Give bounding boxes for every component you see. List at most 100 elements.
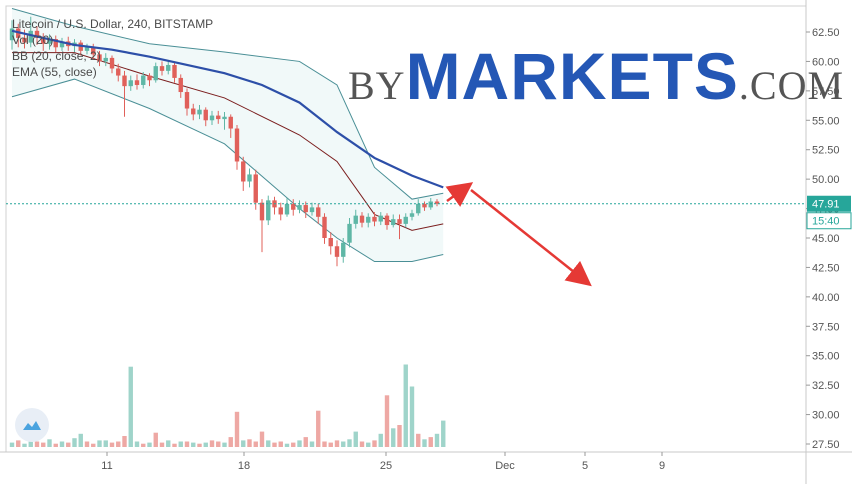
candle-body	[359, 215, 365, 223]
candle-body	[209, 115, 215, 121]
candle-body	[353, 215, 358, 224]
x-tick-label: 18	[238, 460, 250, 472]
volume-bar	[128, 366, 133, 447]
volume-bar	[91, 443, 96, 447]
y-tick-label: 52.50	[812, 145, 840, 157]
y-tick-label: 32.50	[812, 380, 840, 392]
volume-bar	[9, 442, 15, 447]
volume-bar	[403, 364, 408, 447]
volume-bar	[253, 441, 258, 447]
volume-bar	[147, 442, 152, 447]
candle-body	[347, 223, 352, 243]
candle-body	[366, 216, 371, 223]
volume-bar	[309, 441, 315, 447]
candle-body	[309, 207, 315, 213]
candle-body	[341, 242, 346, 257]
y-tick-label: 45.00	[812, 233, 840, 245]
volume-bar	[428, 437, 433, 447]
volume-bar	[203, 442, 208, 447]
candle-body	[172, 64, 177, 78]
y-tick-label: 50.00	[812, 174, 840, 186]
volume-bar	[78, 433, 83, 447]
legend-title: Litecoin / U.S. Dollar, 240, BITSTAMP	[12, 17, 214, 31]
volume-bar	[359, 441, 365, 447]
candle-body	[241, 161, 246, 182]
volume-bar	[416, 433, 421, 447]
volume-bar	[172, 443, 177, 447]
last-price-label: 47.91	[812, 199, 840, 211]
x-tick-label: 11	[101, 460, 112, 472]
volume-bar	[191, 442, 196, 447]
volume-bar	[109, 442, 115, 447]
volume-bar	[209, 440, 215, 447]
volume-bar	[28, 437, 33, 447]
volume-bar	[34, 441, 40, 447]
volume-bar	[197, 443, 202, 447]
candle-body	[141, 75, 146, 85]
candle-body	[303, 205, 308, 213]
legend-bollinger: BB (20, close, 2)	[12, 49, 101, 63]
candle-body	[297, 205, 302, 210]
volume-bar	[216, 441, 221, 447]
volume-bar	[422, 439, 427, 447]
volume-bar	[316, 410, 321, 447]
volume-bar	[228, 437, 233, 447]
y-tick-label: 42.50	[812, 262, 840, 274]
volume-bar	[84, 441, 90, 447]
volume-bar	[66, 442, 71, 447]
candle-body	[284, 203, 290, 215]
countdown-label: 15:40	[812, 216, 840, 228]
legend-volume: Vol (20)	[12, 33, 54, 47]
volume-bar	[291, 442, 296, 447]
candle-body	[222, 116, 227, 120]
countdown-badge	[806, 212, 852, 230]
last-price-badge	[807, 195, 851, 212]
candle-body	[91, 47, 96, 55]
volume-bar	[141, 443, 146, 447]
candle-body	[97, 54, 102, 62]
volume-bar	[372, 440, 377, 447]
candle-body	[197, 109, 202, 115]
candle-body	[397, 219, 402, 224]
candle-body	[416, 203, 421, 214]
volume-bar	[278, 441, 283, 447]
bymarkets-logo: BY MARKETS .COM	[348, 38, 844, 114]
volume-bar	[353, 431, 358, 447]
volume-bar	[122, 436, 127, 447]
volume-bar	[409, 386, 415, 447]
volume-bar	[366, 442, 371, 447]
x-tick-label: Dec	[495, 460, 515, 472]
volume-bar	[334, 440, 340, 447]
volume-bar	[328, 442, 333, 447]
candle-body	[266, 200, 271, 221]
tradingview-logo-icon[interactable]	[15, 408, 49, 442]
candle-body	[116, 68, 121, 76]
candle-body	[253, 174, 258, 203]
volume-bar	[322, 441, 327, 447]
y-tick-label: 57.50	[812, 86, 840, 98]
volume-bar	[16, 440, 21, 447]
x-tick-label: 9	[659, 460, 665, 472]
volume-bar	[53, 443, 58, 447]
candle-body	[184, 92, 190, 109]
brand-by: BY	[348, 63, 406, 108]
candle-body	[191, 108, 196, 115]
y-tick-label: 30.00	[812, 410, 840, 422]
candle-body	[278, 207, 283, 215]
candle-body	[53, 39, 58, 48]
candle-body	[409, 213, 415, 217]
volume-bar	[266, 440, 271, 447]
y-tick-label: 55.00	[812, 115, 840, 127]
volume-bar	[97, 440, 102, 447]
candle-body	[103, 57, 108, 62]
candle-body	[328, 238, 333, 247]
candle-body	[378, 215, 383, 222]
candle-body	[291, 203, 296, 210]
volume-bar	[222, 442, 227, 447]
candle-body	[434, 201, 440, 204]
candle-body	[322, 216, 327, 238]
volume-bar	[59, 441, 65, 447]
candle-body	[34, 30, 40, 38]
volume-bar	[378, 433, 383, 447]
